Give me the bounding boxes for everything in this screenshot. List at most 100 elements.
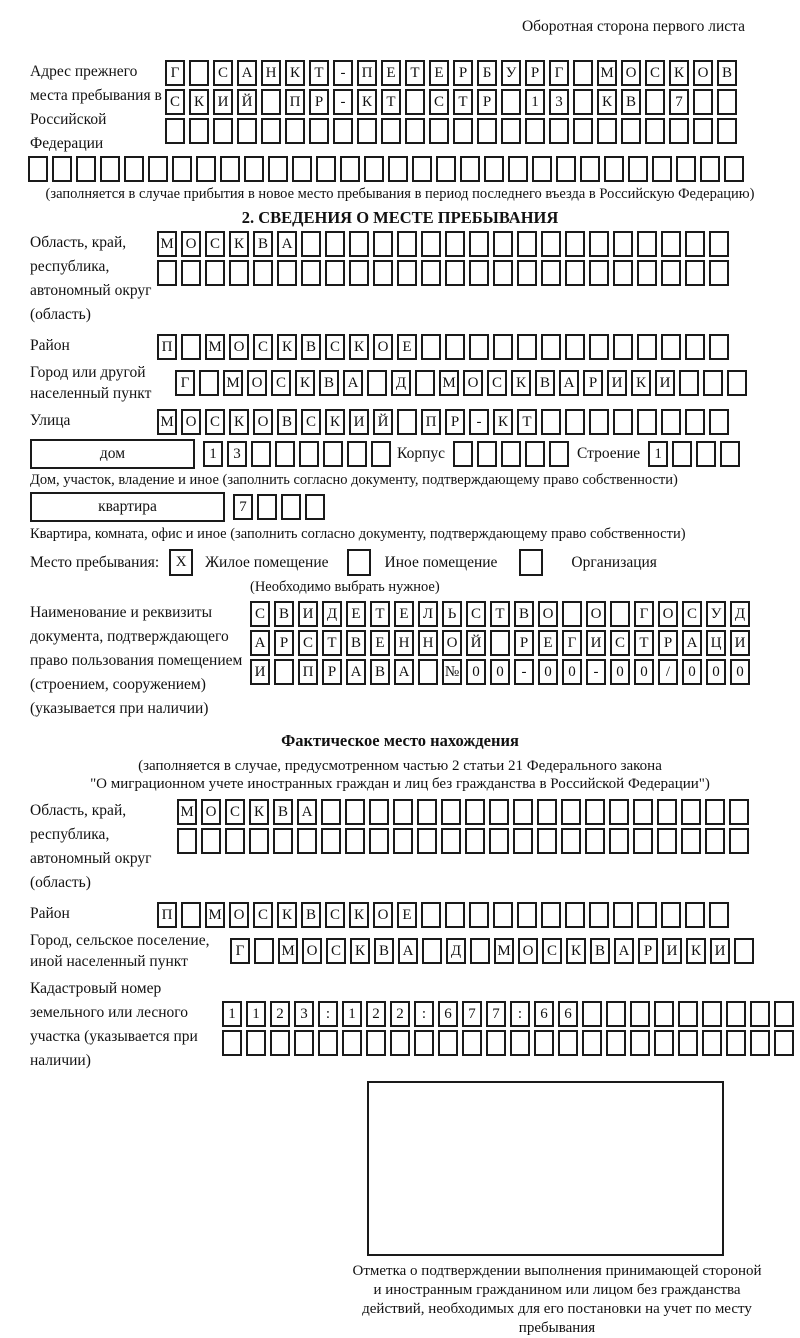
char-cell[interactable]: В: [301, 902, 321, 928]
char-cell[interactable]: [405, 89, 425, 115]
char-cell[interactable]: А: [237, 60, 257, 86]
char-cell[interactable]: М: [177, 799, 197, 825]
char-cell[interactable]: [490, 630, 510, 656]
char-cell[interactable]: Р: [477, 89, 497, 115]
char-cell[interactable]: А: [250, 630, 270, 656]
char-cell[interactable]: О: [181, 231, 201, 257]
char-cell[interactable]: [661, 409, 681, 435]
char-cell[interactable]: [181, 334, 201, 360]
char-cell[interactable]: Р: [274, 630, 294, 656]
char-cell[interactable]: -: [333, 60, 353, 86]
char-cell[interactable]: [253, 260, 273, 286]
char-cell[interactable]: [445, 902, 465, 928]
char-cell[interactable]: [717, 118, 737, 144]
char-cell[interactable]: [441, 828, 461, 854]
char-cell[interactable]: [565, 902, 585, 928]
char-cell[interactable]: [76, 156, 96, 182]
char-cell[interactable]: [397, 409, 417, 435]
char-cell[interactable]: [580, 156, 600, 182]
char-cell[interactable]: О: [229, 902, 249, 928]
char-cell[interactable]: М: [278, 938, 298, 964]
char-cell[interactable]: С: [253, 334, 273, 360]
char-cell[interactable]: 0: [466, 659, 486, 685]
char-cell[interactable]: [323, 441, 343, 467]
char-cell[interactable]: Р: [514, 630, 534, 656]
char-cell[interactable]: [381, 118, 401, 144]
char-cell[interactable]: [681, 799, 701, 825]
char-cell[interactable]: [556, 156, 576, 182]
char-cell[interactable]: Е: [381, 60, 401, 86]
char-cell[interactable]: [726, 1030, 746, 1056]
char-cell[interactable]: С: [298, 630, 318, 656]
char-cell[interactable]: [562, 601, 582, 627]
char-cell[interactable]: А: [614, 938, 634, 964]
char-cell[interactable]: Б: [477, 60, 497, 86]
char-cell[interactable]: К: [285, 60, 305, 86]
char-cell[interactable]: [726, 1001, 746, 1027]
char-cell[interactable]: [541, 409, 561, 435]
char-cell[interactable]: [421, 231, 441, 257]
char-cell[interactable]: [373, 260, 393, 286]
char-cell[interactable]: С: [253, 902, 273, 928]
char-cell[interactable]: [709, 231, 729, 257]
char-cell[interactable]: [373, 231, 393, 257]
char-cell[interactable]: Р: [445, 409, 465, 435]
char-cell[interactable]: 7: [669, 89, 689, 115]
char-cell[interactable]: [469, 902, 489, 928]
char-cell[interactable]: К: [686, 938, 706, 964]
char-cell[interactable]: [484, 156, 504, 182]
char-cell[interactable]: Д: [322, 601, 342, 627]
char-cell[interactable]: [606, 1030, 626, 1056]
char-cell[interactable]: [225, 828, 245, 854]
char-cell[interactable]: [727, 370, 747, 396]
stay-option-other-checkbox[interactable]: [346, 549, 371, 576]
char-cell[interactable]: К: [325, 409, 345, 435]
char-cell[interactable]: К: [669, 60, 689, 86]
char-cell[interactable]: 6: [558, 1001, 578, 1027]
char-cell[interactable]: [281, 494, 301, 520]
char-cell[interactable]: П: [157, 902, 177, 928]
char-cell[interactable]: А: [682, 630, 702, 656]
char-cell[interactable]: В: [277, 409, 297, 435]
char-cell[interactable]: [441, 799, 461, 825]
char-cell[interactable]: [469, 260, 489, 286]
char-cell[interactable]: К: [189, 89, 209, 115]
char-cell[interactable]: И: [655, 370, 675, 396]
char-cell[interactable]: И: [607, 370, 627, 396]
char-cell[interactable]: [709, 409, 729, 435]
char-cell[interactable]: [417, 828, 437, 854]
char-cell[interactable]: [237, 118, 257, 144]
char-cell[interactable]: [657, 799, 677, 825]
char-cell[interactable]: [349, 260, 369, 286]
char-cell[interactable]: С: [682, 601, 702, 627]
char-cell[interactable]: [517, 902, 537, 928]
char-cell[interactable]: [565, 409, 585, 435]
char-cell[interactable]: Г: [549, 60, 569, 86]
char-cell[interactable]: [589, 902, 609, 928]
char-cell[interactable]: [297, 828, 317, 854]
char-cell[interactable]: [633, 828, 653, 854]
char-cell[interactable]: С: [325, 334, 345, 360]
char-cell[interactable]: О: [229, 334, 249, 360]
char-cell[interactable]: [367, 370, 387, 396]
char-cell[interactable]: [493, 334, 513, 360]
char-cell[interactable]: [273, 828, 293, 854]
char-cell[interactable]: 1: [648, 441, 669, 467]
char-cell[interactable]: [349, 231, 369, 257]
char-cell[interactable]: [606, 1001, 626, 1027]
char-cell[interactable]: [565, 231, 585, 257]
char-cell[interactable]: [397, 231, 417, 257]
char-cell[interactable]: 0: [538, 659, 558, 685]
char-cell[interactable]: [257, 494, 277, 520]
char-cell[interactable]: Е: [394, 601, 414, 627]
char-cell[interactable]: 3: [227, 441, 247, 467]
char-cell[interactable]: Е: [397, 902, 417, 928]
char-cell[interactable]: [244, 156, 264, 182]
char-cell[interactable]: [277, 260, 297, 286]
char-cell[interactable]: [537, 828, 557, 854]
char-cell[interactable]: [630, 1030, 650, 1056]
char-cell[interactable]: [189, 118, 209, 144]
char-cell[interactable]: :: [318, 1001, 338, 1027]
char-cell[interactable]: В: [514, 601, 534, 627]
char-cell[interactable]: С: [165, 89, 185, 115]
